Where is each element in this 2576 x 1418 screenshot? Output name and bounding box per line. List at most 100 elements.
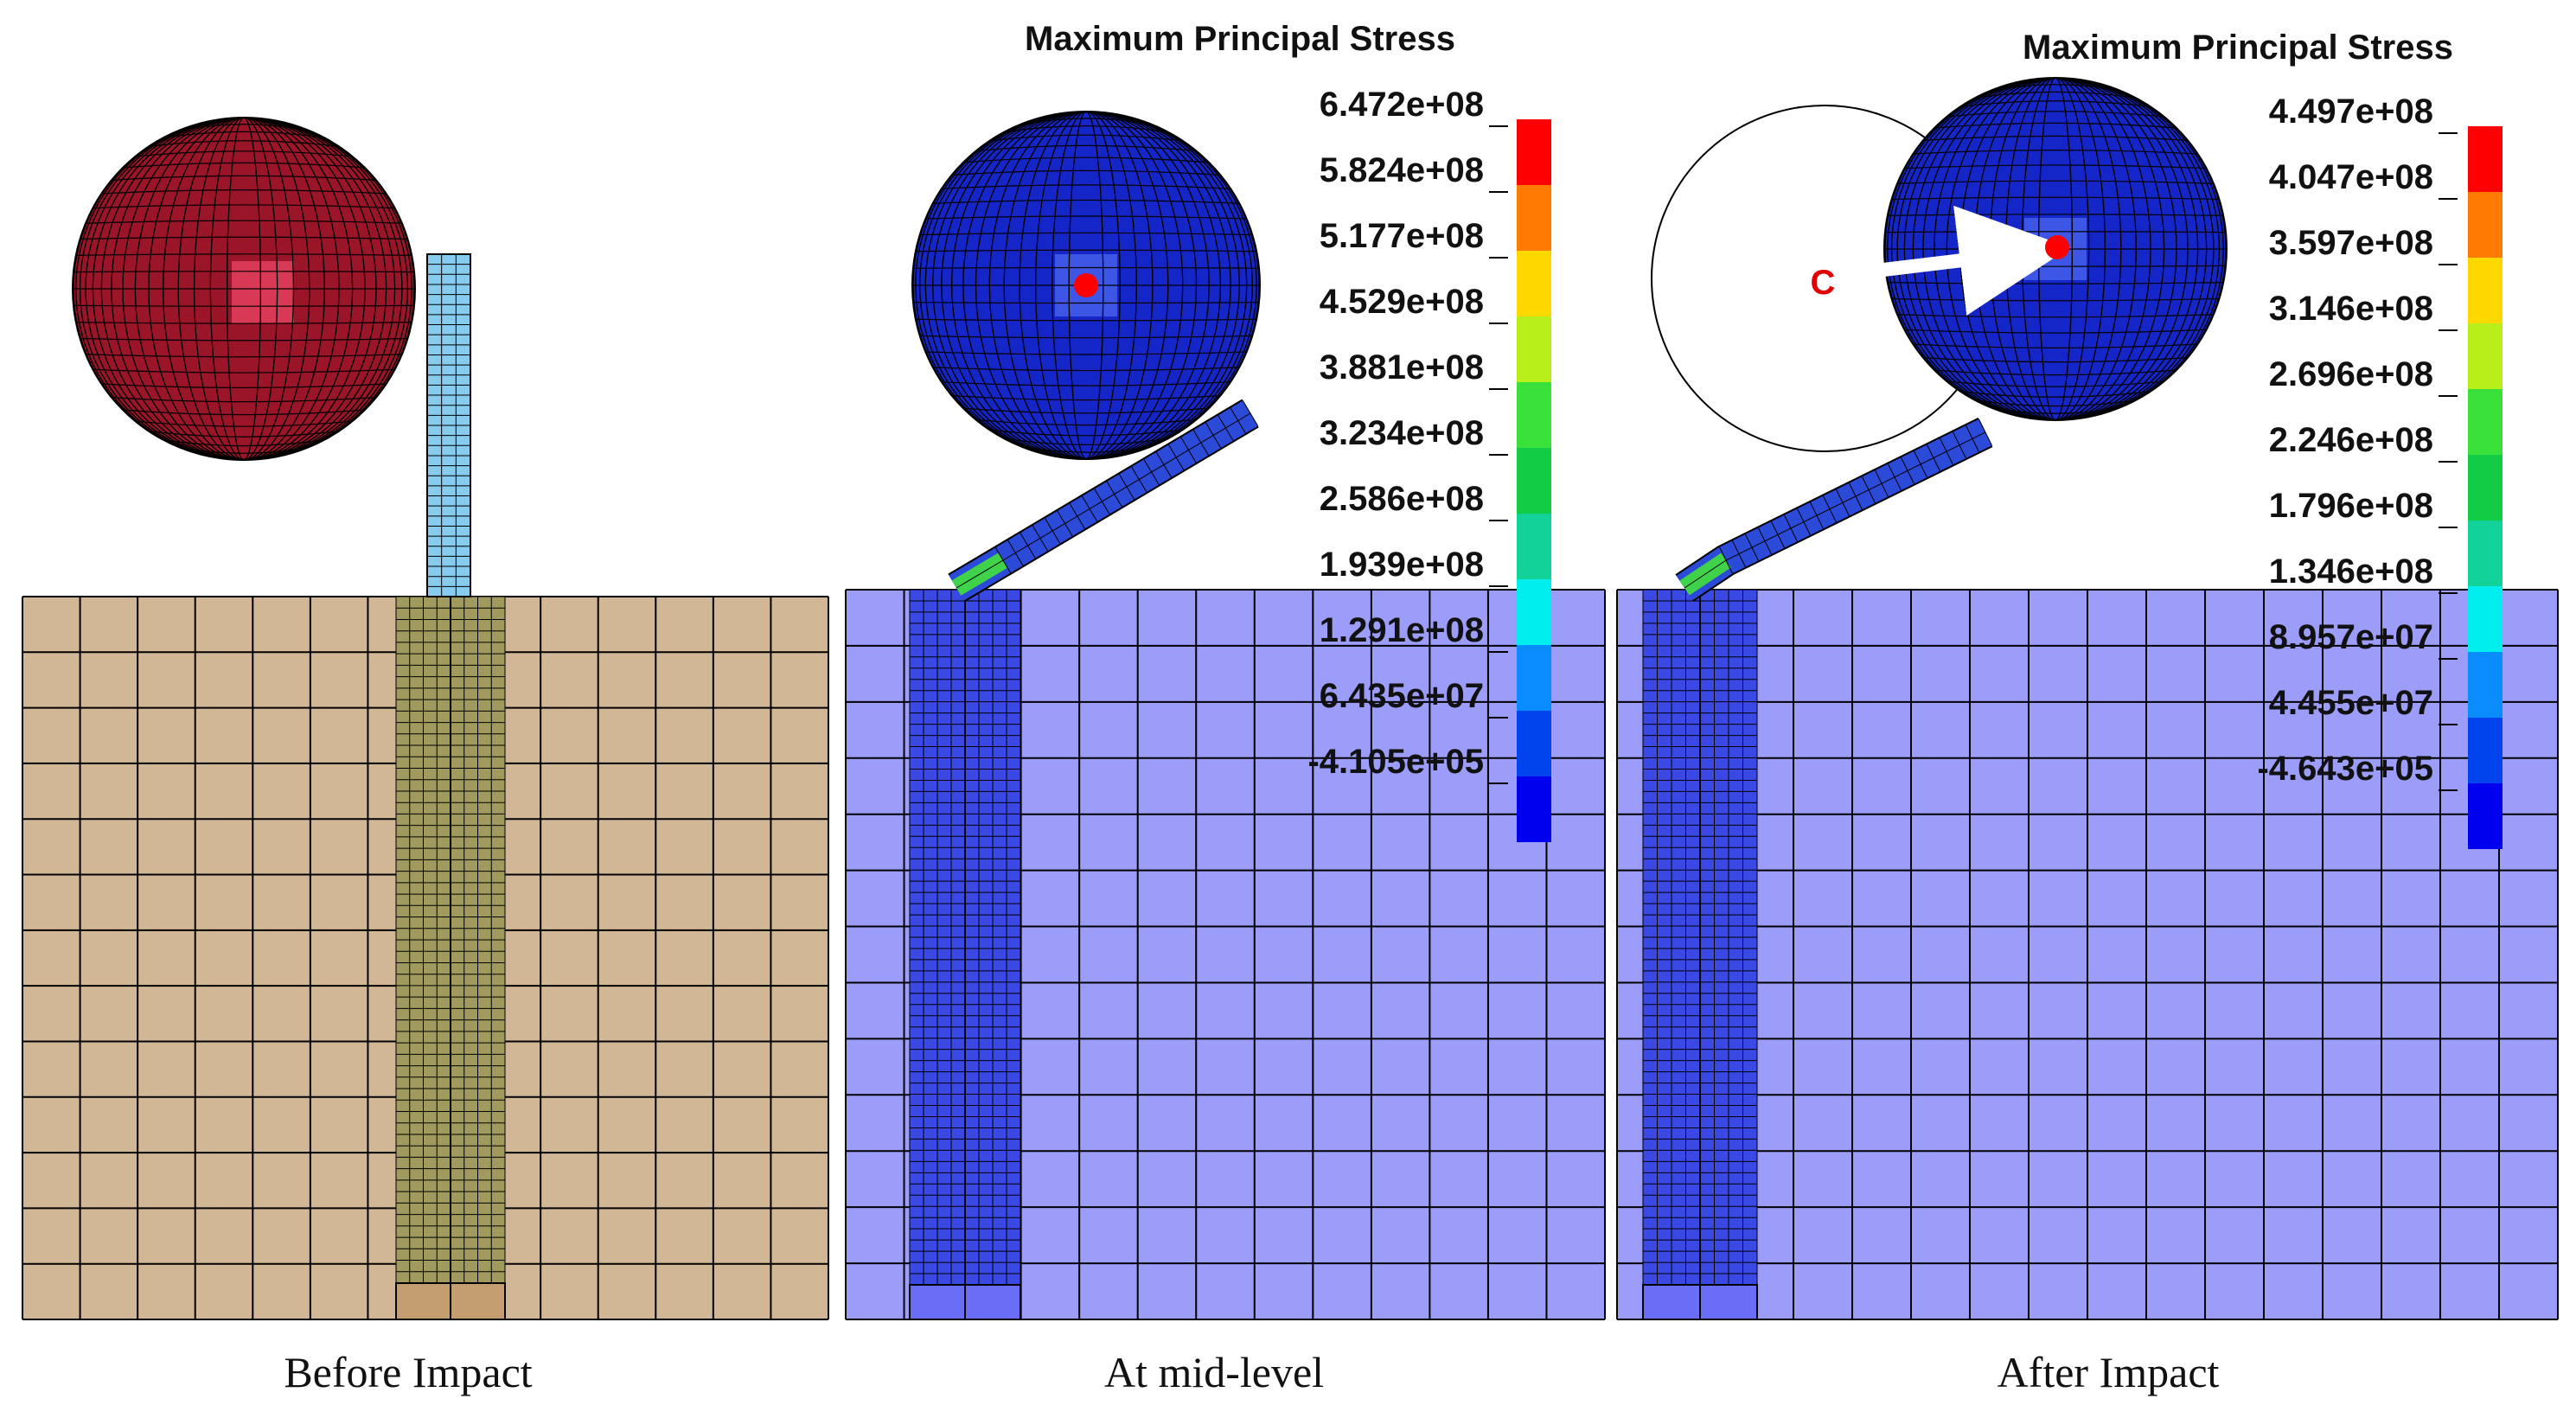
mesh-lines bbox=[426, 253, 471, 597]
parallel bbox=[135, 420, 353, 427]
meridian bbox=[163, 118, 325, 460]
meridian bbox=[1896, 78, 2215, 420]
legend-value-5: 3.234e+08 bbox=[1320, 414, 1484, 452]
parallel bbox=[1959, 391, 2151, 398]
parallel bbox=[1004, 125, 1168, 133]
parallel bbox=[925, 215, 1247, 220]
legend-value-0: 4.497e+08 bbox=[2269, 93, 2433, 131]
legend-value-6: 1.796e+08 bbox=[2269, 487, 2433, 525]
bent-rod-mid bbox=[948, 399, 1259, 603]
legend-value-3: 3.146e+08 bbox=[2269, 290, 2433, 328]
meridian bbox=[193, 118, 295, 460]
parallel bbox=[1913, 150, 2198, 155]
parallel bbox=[101, 383, 387, 388]
meridian bbox=[226, 118, 262, 460]
meridian bbox=[148, 118, 340, 460]
meridian bbox=[1903, 78, 2208, 420]
legend-value-9: 4.455e+07 bbox=[2269, 684, 2433, 722]
legend-value-2: 3.597e+08 bbox=[2269, 224, 2433, 262]
meridian bbox=[122, 118, 366, 460]
parallel bbox=[1934, 122, 2177, 129]
meridian bbox=[919, 112, 1253, 459]
legend-swatch-10 bbox=[1517, 776, 1551, 842]
parallel bbox=[1974, 399, 2137, 407]
parallel bbox=[93, 204, 395, 209]
meridian bbox=[1890, 78, 2221, 420]
parallel bbox=[148, 140, 340, 147]
legend-value-8: 8.957e+07 bbox=[2269, 618, 2433, 656]
legend-swatch-7 bbox=[2468, 586, 2502, 652]
meridian bbox=[1934, 78, 2177, 420]
parallel bbox=[1004, 438, 1168, 445]
legend-swatch-0 bbox=[2468, 126, 2502, 192]
parallel bbox=[1913, 343, 2198, 348]
mesh-lines bbox=[1616, 589, 2559, 1320]
legend-swatch-6 bbox=[1517, 514, 1551, 579]
parallel bbox=[122, 409, 366, 416]
sphere-highlight bbox=[232, 261, 294, 323]
sphere-outline bbox=[72, 117, 416, 461]
parallel bbox=[932, 199, 1240, 204]
legend-swatch-4 bbox=[1517, 382, 1551, 448]
meridian bbox=[941, 112, 1231, 459]
legend-swatch-5 bbox=[2468, 455, 2502, 521]
sphere-mesh bbox=[1884, 78, 2227, 420]
bent-rod-after bbox=[1675, 417, 1993, 602]
meridian bbox=[111, 118, 377, 460]
parallel bbox=[951, 394, 1221, 401]
parallel bbox=[1891, 196, 2220, 201]
meridian bbox=[988, 112, 1184, 459]
meridian bbox=[924, 112, 1248, 459]
meridian bbox=[177, 118, 310, 460]
parallel bbox=[951, 169, 1221, 176]
meridian bbox=[75, 118, 412, 460]
parallel bbox=[1922, 357, 2189, 363]
parallel bbox=[163, 131, 325, 138]
parallel bbox=[989, 429, 1183, 437]
legend-swatch-5 bbox=[1517, 448, 1551, 514]
parallel bbox=[86, 220, 402, 224]
parallel bbox=[941, 184, 1231, 189]
parallel bbox=[1946, 380, 2164, 387]
panel-before-impact: Before Impact bbox=[22, 117, 829, 1396]
meridian bbox=[1068, 112, 1104, 459]
meridian bbox=[915, 112, 1257, 459]
ball-center-dot-after bbox=[2045, 235, 2069, 259]
parallel bbox=[915, 249, 1257, 252]
parallel bbox=[101, 189, 387, 195]
parallel bbox=[915, 318, 1257, 322]
legend-value-4: 2.696e+08 bbox=[2269, 355, 2433, 393]
legend-swatch-3 bbox=[1517, 316, 1551, 382]
meridian bbox=[1912, 78, 2199, 420]
legend-value-8: 1.291e+08 bbox=[1320, 611, 1484, 649]
soil-block-after bbox=[1616, 589, 2559, 1320]
color-legend-after: 4.497e+08 4.047e+08 3.597e+08 3.146e+08 2.69… bbox=[2257, 93, 2502, 849]
legend-value-1: 5.824e+08 bbox=[1320, 151, 1484, 189]
panel-after-impact: C Maximum Principal Stress 4.497e+08 4.04… bbox=[1616, 29, 2559, 1396]
parallel bbox=[178, 124, 310, 131]
meridian bbox=[1051, 112, 1121, 459]
meridian bbox=[85, 118, 403, 460]
parallel bbox=[73, 271, 415, 273]
meridian bbox=[951, 112, 1221, 459]
legend-swatch-0 bbox=[1517, 119, 1551, 185]
meridian bbox=[100, 118, 387, 460]
legend-value-3: 4.529e+08 bbox=[1320, 283, 1484, 321]
parallel bbox=[1019, 445, 1154, 453]
pile-before bbox=[395, 596, 506, 1320]
parallel bbox=[178, 446, 310, 454]
legend-swatch-2 bbox=[1517, 251, 1551, 316]
parallel bbox=[1897, 180, 2214, 184]
parallel bbox=[1959, 100, 2151, 107]
meridian bbox=[975, 112, 1198, 459]
parallel bbox=[925, 351, 1247, 355]
title-mid-level: Maximum Principal Stress bbox=[1025, 20, 1455, 58]
legend-value-0: 6.472e+08 bbox=[1320, 86, 1484, 124]
parallel bbox=[941, 381, 1231, 386]
legend-swatch-1 bbox=[1517, 185, 1551, 251]
legend-value-1: 4.047e+08 bbox=[2269, 158, 2433, 196]
parallel bbox=[1922, 135, 2189, 141]
parallel bbox=[1904, 164, 2207, 169]
legend-swatch-8 bbox=[2468, 652, 2502, 718]
